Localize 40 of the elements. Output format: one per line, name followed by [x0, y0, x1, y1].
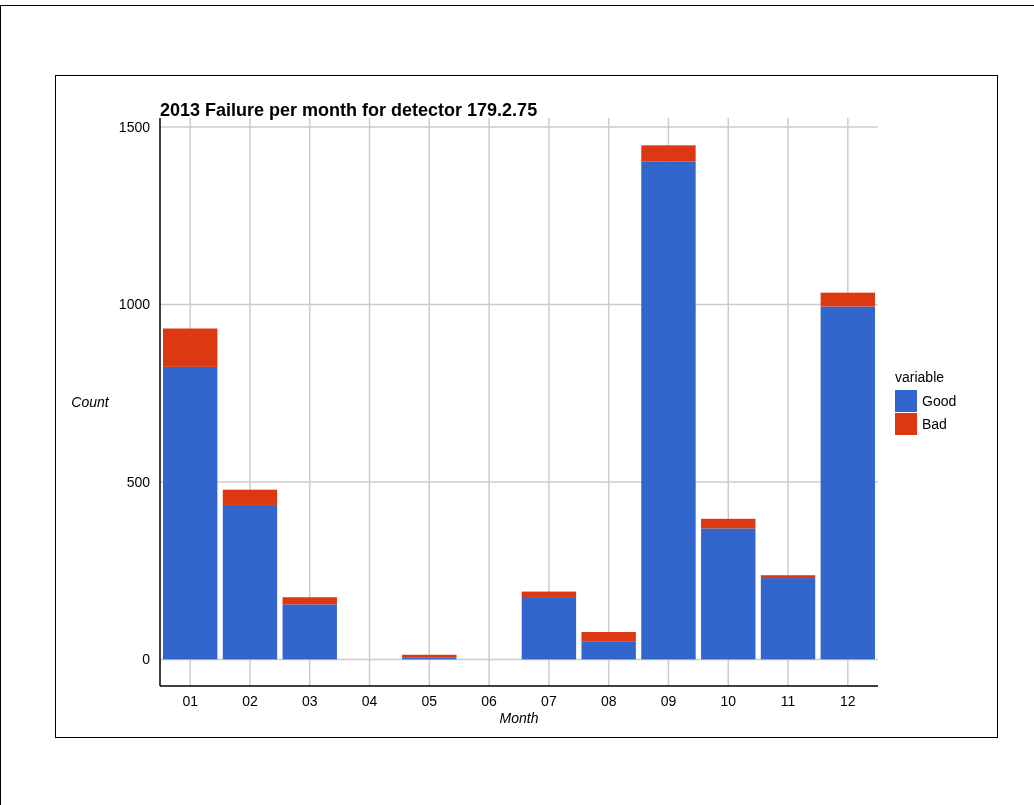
x-tick-label: 10: [720, 693, 737, 709]
x-tick-label: 01: [182, 693, 199, 709]
bar: [282, 604, 337, 660]
bar: [701, 528, 756, 660]
bar: [760, 575, 816, 579]
y-tick-label: 1500: [118, 118, 151, 135]
bar: [222, 489, 278, 505]
chart-title: 2013 Failure per month for detector 179.2.75: [160, 100, 538, 120]
bar: [581, 632, 636, 642]
x-tick-label: 02: [242, 693, 258, 709]
x-axis-title: Month: [499, 710, 539, 726]
bar: [282, 597, 337, 605]
y-axis-title: Count: [71, 393, 110, 410]
y-tick-label: 500: [126, 473, 151, 490]
x-tick-label: 04: [361, 693, 378, 709]
bar: [760, 578, 816, 660]
bar: [820, 292, 876, 307]
y-tick-label: 1000: [118, 296, 151, 313]
bar: [521, 591, 577, 598]
legend-title: variable: [895, 369, 945, 385]
x-tick-label: 07: [541, 693, 557, 709]
x-tick-label: 08: [600, 693, 617, 709]
bar: [521, 597, 577, 660]
bar: [222, 504, 278, 660]
bar: [701, 518, 756, 529]
bar: [641, 145, 696, 162]
x-tick-label: 12: [840, 693, 856, 709]
legend-label: Bad: [922, 415, 947, 432]
bar: [641, 161, 696, 660]
x-tick-label: 09: [660, 693, 677, 709]
bar: [820, 306, 876, 660]
x-tick-label: 05: [421, 693, 438, 709]
bar: [162, 328, 218, 367]
x-tick-label: 06: [481, 693, 498, 709]
bar: [581, 641, 636, 660]
bar: [162, 366, 218, 660]
x-tick-label: 11: [780, 693, 796, 709]
y-tick-label: 0: [142, 651, 151, 668]
x-tick-label: 03: [301, 693, 318, 709]
legend-label: Good: [922, 392, 957, 409]
